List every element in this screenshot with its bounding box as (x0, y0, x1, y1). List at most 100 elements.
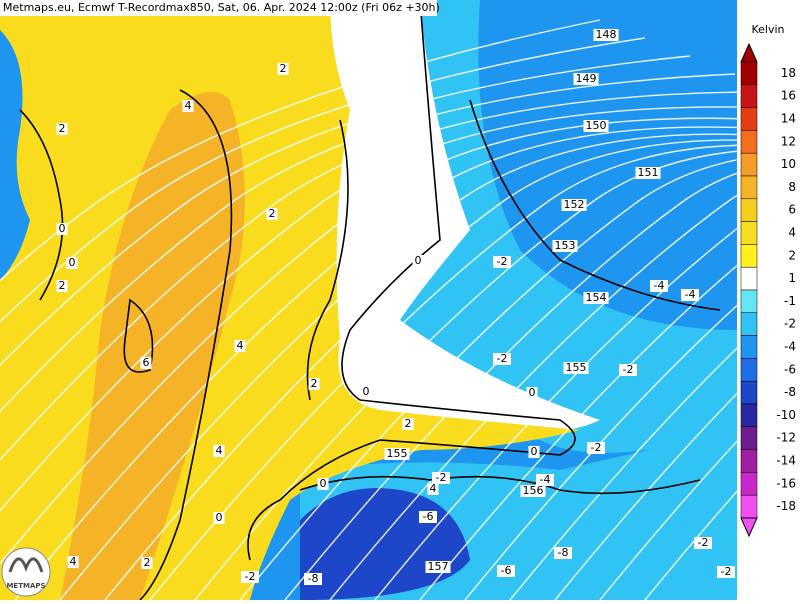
contour-label: 4 (430, 482, 437, 495)
contour-label: 149 (576, 72, 597, 85)
isotherm (306, 119, 349, 401)
stream-line (194, 148, 800, 601)
isotherm (19, 109, 64, 301)
legend-swatch (740, 107, 758, 131)
contour-label: -2 (721, 565, 732, 578)
legend-label: 2 (788, 248, 796, 262)
contour-label: 148 (596, 28, 617, 41)
stream-line (0, 19, 601, 282)
contour-label: 0 (531, 445, 538, 458)
contour-label: 0 (59, 222, 66, 235)
stream-line (554, 329, 800, 601)
stream-line (464, 249, 800, 601)
contour-label-bg (56, 280, 68, 292)
contour-label-bg (308, 378, 320, 390)
title-bar (0, 0, 437, 16)
legend-swatch (740, 61, 758, 86)
contour-label: 157 (428, 560, 449, 573)
legend-label: 10 (781, 157, 796, 171)
contour-label-bg (427, 483, 439, 495)
contour-label: 4 (70, 555, 77, 568)
region-cool (360, 0, 737, 453)
contour-label: 2 (269, 207, 276, 220)
contour-label: -2 (623, 363, 634, 376)
stream-line (0, 117, 800, 565)
legend-label: 4 (788, 226, 796, 240)
legend-label: -8 (784, 385, 796, 399)
legend-label: 16 (781, 89, 796, 103)
contour-label: -6 (423, 510, 434, 523)
contour-label-bg (182, 100, 194, 112)
legend-unit: Kelvin (751, 23, 784, 36)
contour-label-bg (717, 566, 735, 578)
contour-label-bg (650, 280, 668, 292)
stream-line (0, 55, 691, 366)
stream-line (284, 157, 800, 601)
legend-label: 12 (781, 134, 796, 148)
contour-label-bg (425, 561, 451, 573)
contour-label-bg (67, 556, 79, 568)
contour-label-bg (140, 357, 152, 369)
contour-label-bg (528, 446, 540, 458)
legend-swatch (740, 449, 758, 473)
contour-label: 150 (586, 119, 607, 132)
legend-swatch (740, 198, 758, 222)
contour-label: -8 (308, 572, 319, 585)
contour-label-bg (277, 63, 289, 75)
contour-label-bg (412, 255, 424, 267)
legend-label: 1 (788, 271, 796, 285)
contour-label-bg (213, 445, 225, 457)
contour-label: 2 (144, 556, 151, 569)
contour-label: 154 (586, 291, 607, 304)
contour-label-bg (493, 256, 511, 268)
isotherm (247, 0, 576, 561)
stream-line (0, 37, 646, 323)
contour-label-bg (360, 386, 372, 398)
contour-label: 156 (523, 484, 544, 497)
legend-label: -4 (784, 340, 796, 354)
contour-label-bg (419, 511, 437, 523)
legend-label: -6 (784, 362, 796, 376)
stream-line (509, 288, 800, 601)
contour-label: 152 (564, 198, 585, 211)
contour-label: 2 (280, 62, 287, 75)
contour-label: 4 (237, 339, 244, 352)
contour-label: -2 (698, 536, 709, 549)
contour-label: 153 (555, 239, 576, 252)
contour-label-bg (56, 223, 68, 235)
contour-label: 2 (405, 417, 412, 430)
contour-label: -2 (497, 255, 508, 268)
contour-label: 155 (566, 361, 587, 374)
contour-label: 4 (185, 99, 192, 112)
contour-label-bg (56, 123, 68, 135)
legend-label: -18 (776, 499, 796, 513)
contour-label-bg (583, 292, 609, 304)
contour-label: -4 (540, 473, 551, 486)
legend-swatch (740, 266, 758, 291)
contour-label-bg (384, 448, 410, 460)
contour-label: -8 (558, 546, 569, 559)
contour-label-bg (635, 167, 661, 179)
legend-swatch (740, 221, 758, 245)
legend-label: 14 (781, 112, 796, 126)
legend-swatch (740, 380, 758, 405)
contour-label: -4 (654, 279, 665, 292)
contour-label: -2 (497, 352, 508, 365)
contour-label-bg (554, 547, 572, 559)
contour-label: -2 (436, 471, 447, 484)
legend-swatch (740, 403, 758, 428)
contour-label: -2 (591, 441, 602, 454)
contour-label-bg (304, 573, 322, 585)
isotherm (139, 89, 233, 601)
contour-label: 0 (529, 386, 536, 399)
contour-label-bg (563, 362, 589, 374)
contour-label: 155 (387, 447, 408, 460)
legend-label: -16 (776, 476, 796, 490)
contour-label-bg (317, 478, 329, 490)
contour-label-bg (66, 257, 78, 269)
contour-label: 0 (415, 254, 422, 267)
region-atlantic (0, 30, 30, 280)
contour-label-bg (234, 340, 246, 352)
logo-text: METMAPS (6, 582, 45, 590)
